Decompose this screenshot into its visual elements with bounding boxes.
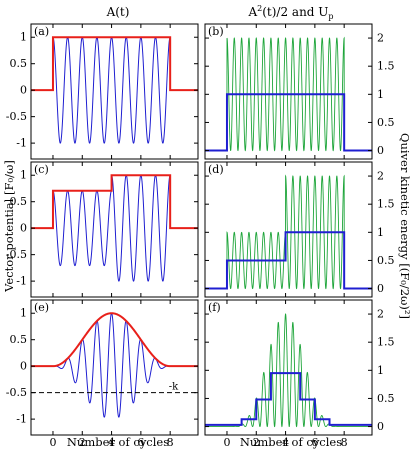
y-tick-label: 0.5 (10, 57, 28, 70)
panel-right-middle: 0 0.5 1 1.5 2 (d) (204, 161, 395, 298)
series-up-line (205, 93, 372, 152)
y-tick-label: 0.5 (10, 195, 28, 208)
series-a2-line (205, 174, 372, 290)
right-title-main: A (247, 5, 257, 19)
plot-area (205, 174, 372, 290)
y-tick-label: 1 (377, 88, 384, 101)
right-title-rest: (t)/2 and U (262, 5, 328, 19)
x-tick-label: 6 (311, 436, 318, 449)
k-label: -k (169, 382, 179, 393)
series-up-line (205, 372, 372, 426)
series-a2-line (205, 36, 372, 152)
series-up-line (205, 231, 372, 290)
y-tick-label: 0 (20, 360, 27, 373)
plot-area (31, 312, 198, 418)
y-tick-label: 1.5 (377, 198, 395, 211)
x-tick-label: 4 (108, 436, 115, 449)
y-tick-label: 0.5 (377, 116, 395, 129)
y-tick-label: -1 (16, 413, 27, 426)
y-tick-label: 2 (377, 308, 384, 321)
panel-left-top: -1 -0.5 0 0.5 1 (a) (6, 23, 199, 160)
panel-label: (e) (34, 301, 49, 314)
right-y-axis-label: Quiver kinetic energy [(F₀/2ω)²] (398, 133, 412, 319)
y-tick-label: -0.5 (6, 248, 27, 261)
x-tick-label: 2 (253, 436, 260, 449)
y-tick-label: 1 (377, 226, 384, 239)
panel-label: (b) (208, 25, 224, 38)
right-title-sub: p (328, 12, 333, 21)
y-tick-label: 0.5 (377, 392, 395, 405)
panel-frame (30, 23, 199, 160)
panel-frame (204, 161, 373, 298)
right-x-axis-label: Number of cycles (240, 435, 342, 449)
y-tick-label: 1.5 (377, 60, 395, 73)
x-tick-label: 8 (341, 436, 348, 449)
y-tick-label: -0.5 (6, 110, 27, 123)
panel-left-middle: -1 -0.5 0 0.5 1 (c) (6, 161, 199, 298)
panel-label: (d) (208, 163, 224, 176)
y-tick-label: -0.5 (6, 386, 27, 399)
y-tick-label: 0 (377, 282, 384, 295)
panel-label: (a) (34, 25, 49, 38)
y-tick-label: 1 (377, 364, 384, 377)
panel-frame (30, 299, 199, 436)
right-title-sup: 2 (257, 4, 262, 13)
panels: -1 -0.5 0 0.5 1 (a) 0 0.5 1 1.5 2 (b) -1 -0.5 0 0.5 1 (c)… (6, 23, 395, 449)
panel-label: (f) (208, 301, 221, 314)
left-y-axis-label: Vector potential [F₀/ω] (2, 160, 16, 293)
x-tick-label: 4 (282, 436, 289, 449)
left-column-title: A(t) (106, 5, 130, 19)
plot-area (31, 36, 198, 144)
x-tick-label: 0 (223, 436, 230, 449)
y-tick-label: 1.5 (377, 336, 395, 349)
panel-right-bottom: 0 2 4 6 8 0 0.5 1 1.5 2 (f) (204, 299, 395, 449)
y-tick-label: -1 (16, 275, 27, 288)
y-tick-label: 0 (377, 420, 384, 433)
x-tick-label: 2 (79, 436, 86, 449)
y-tick-label: 0.5 (10, 333, 28, 346)
series-envelope-line (31, 312, 198, 368)
y-tick-label: 0 (377, 144, 384, 157)
left-x-axis-label: Number of cycles (67, 435, 169, 449)
y-tick-label: 0 (20, 84, 27, 97)
y-tick-label: 1 (20, 307, 27, 320)
panel-frame (30, 161, 199, 298)
series-envelope-line (31, 36, 198, 92)
panel-label: (c) (34, 163, 49, 176)
x-tick-label: 8 (167, 436, 174, 449)
right-column-title: A2(t)/2 and Up (247, 4, 333, 21)
panel-left-bottom: -k 0 2 4 6 8 -1 -0.5 0 0.5 1 (e) (6, 299, 199, 449)
panel-frame (204, 299, 373, 436)
y-tick-label: 2 (377, 32, 384, 45)
panel-right-top: 0 0.5 1 1.5 2 (b) (204, 23, 395, 160)
plot-area (205, 36, 372, 152)
x-tick-label: 0 (49, 436, 56, 449)
y-tick-label: 0 (20, 222, 27, 235)
y-tick-label: 2 (377, 170, 384, 183)
y-tick-label: 1 (20, 169, 27, 182)
y-tick-label: 0.5 (377, 254, 395, 267)
plot-area (205, 313, 372, 428)
x-tick-label: 6 (137, 436, 144, 449)
y-tick-label: -1 (16, 137, 27, 150)
series-envelope-line (31, 174, 198, 230)
panel-frame (204, 23, 373, 160)
series-a2-line (205, 313, 372, 428)
plot-area (31, 174, 198, 282)
y-tick-label: 1 (20, 31, 27, 44)
